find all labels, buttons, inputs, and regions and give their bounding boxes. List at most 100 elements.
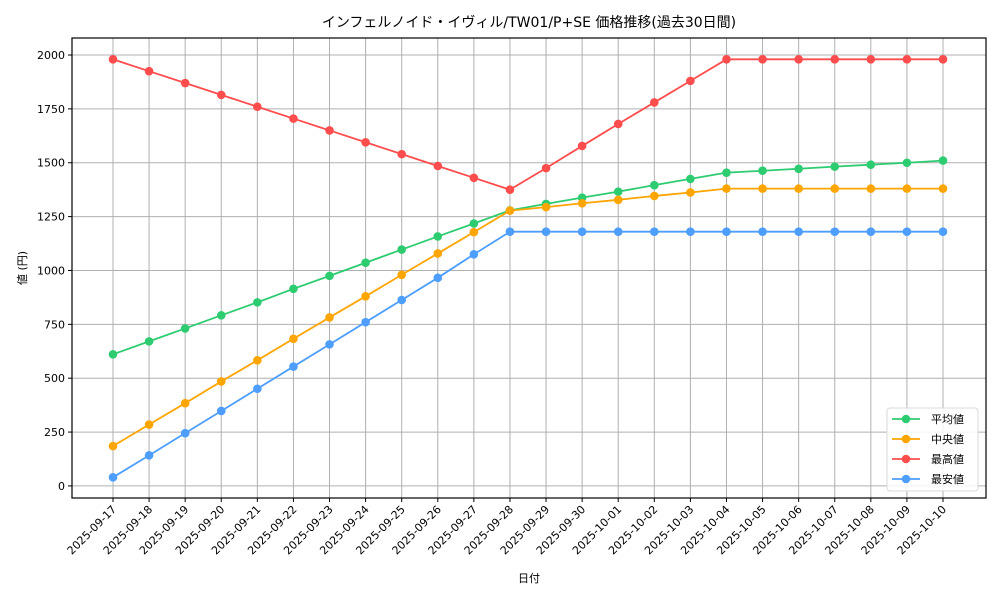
legend-item: 平均値 — [892, 413, 964, 426]
data-point — [505, 185, 515, 194]
data-point — [686, 227, 695, 236]
data-point — [541, 202, 551, 212]
data-point — [216, 377, 226, 386]
data-point — [577, 141, 587, 151]
data-point — [397, 245, 406, 254]
data-point — [794, 164, 803, 174]
data-point — [144, 66, 154, 76]
series-3 — [108, 227, 948, 482]
data-point — [938, 227, 948, 236]
data-point — [650, 191, 659, 201]
data-point — [253, 384, 262, 394]
y-tick-label: 250 — [44, 426, 65, 439]
legend-label: 平均値 — [931, 413, 964, 426]
data-point — [577, 198, 587, 208]
data-point — [650, 180, 659, 190]
data-point — [180, 78, 190, 88]
data-point — [686, 188, 695, 197]
y-tick-label: 2000 — [37, 49, 65, 62]
series-line — [112, 58, 943, 191]
legend-marker-icon — [901, 434, 911, 444]
data-point — [613, 195, 623, 205]
series-1 — [108, 184, 948, 451]
data-point — [830, 227, 840, 236]
data-point — [902, 55, 912, 64]
y-tick-label: 1750 — [37, 103, 65, 116]
chart-title: インフェルノイド・イヴィル/TW01/P+SE 価格推移(過去30日間) — [322, 14, 736, 31]
data-point — [794, 184, 803, 193]
data-point — [541, 163, 551, 173]
series-line — [112, 230, 943, 479]
data-point — [505, 227, 515, 236]
data-point — [397, 270, 406, 280]
data-point — [541, 227, 551, 236]
plot-frame — [71, 37, 987, 499]
data-point — [686, 174, 695, 184]
data-point — [758, 55, 767, 64]
data-point — [758, 227, 767, 236]
data-point — [180, 398, 190, 408]
series-2 — [108, 55, 948, 194]
data-point — [108, 441, 118, 451]
data-point — [469, 227, 479, 237]
data-point — [325, 313, 334, 322]
data-point — [758, 166, 767, 176]
data-point — [325, 126, 334, 135]
data-point — [253, 102, 262, 112]
y-tick-label: 750 — [44, 318, 65, 331]
data-point — [216, 310, 226, 320]
data-point — [180, 428, 190, 438]
data-point — [830, 184, 840, 193]
data-point — [289, 284, 298, 294]
data-point — [794, 55, 803, 64]
data-point — [722, 55, 731, 64]
data-point — [433, 273, 443, 283]
data-point — [938, 184, 948, 193]
series-0 — [108, 156, 948, 359]
data-point — [216, 406, 226, 416]
legend-marker-icon — [901, 454, 911, 464]
data-point — [902, 184, 912, 193]
data-point — [613, 119, 623, 129]
data-point — [469, 219, 479, 228]
data-point — [433, 249, 443, 258]
data-point — [253, 356, 262, 365]
data-point — [289, 362, 298, 371]
legend-item: 最安値 — [892, 472, 964, 486]
data-point — [722, 184, 731, 193]
data-point — [577, 227, 587, 236]
data-point — [866, 184, 876, 193]
legend-label: 中央値 — [931, 433, 964, 446]
legend-marker-icon — [901, 474, 911, 484]
data-point — [433, 232, 443, 241]
data-point — [144, 420, 154, 429]
legend-item: 最高値 — [892, 452, 964, 466]
data-point — [289, 334, 298, 344]
y-tick-label: 1500 — [37, 157, 65, 170]
data-point — [758, 184, 767, 193]
data-point — [469, 250, 479, 259]
data-point — [397, 295, 406, 305]
x-axis-ticks: 2025-09-172025-09-182025-09-192025-09-20… — [65, 498, 949, 557]
data-point — [180, 324, 190, 333]
legend-label: 最高値 — [931, 452, 964, 466]
legend-marker-icon — [901, 414, 911, 424]
data-point — [650, 227, 659, 236]
data-point — [794, 227, 803, 236]
y-axis-ticks: 0 250 500 750 1000 1250 1500 1750 2000 — [37, 49, 72, 493]
data-point — [722, 168, 731, 177]
y-axis-label: 値 (円) — [16, 251, 29, 285]
data-point — [505, 206, 515, 215]
data-point — [866, 160, 876, 169]
data-point — [613, 187, 623, 196]
y-tick-label: 0 — [58, 480, 65, 493]
data-point — [469, 173, 479, 183]
data-point — [361, 137, 370, 147]
data-point — [830, 55, 840, 64]
data-point — [938, 156, 948, 165]
data-point — [108, 473, 118, 482]
data-point — [144, 337, 154, 346]
data-point — [108, 55, 118, 64]
